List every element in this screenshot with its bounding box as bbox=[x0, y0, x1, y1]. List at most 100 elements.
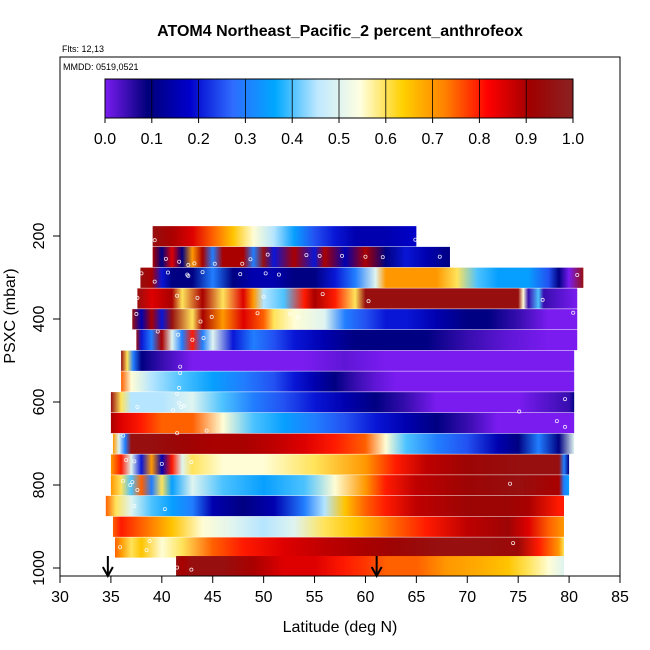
sample-point bbox=[554, 419, 559, 424]
sample-point bbox=[437, 254, 442, 259]
x-tick-label: 70 bbox=[458, 589, 476, 606]
sample-point bbox=[178, 364, 183, 369]
colorbar-tick-label: 0.8 bbox=[468, 131, 490, 148]
sample-point bbox=[178, 370, 183, 375]
sample-point bbox=[380, 255, 385, 260]
x-tick-label: 60 bbox=[357, 589, 375, 606]
sample-point bbox=[304, 253, 309, 258]
heatmap-band bbox=[110, 475, 570, 496]
sample-point bbox=[366, 299, 371, 304]
heatmap-band bbox=[152, 226, 417, 247]
sample-point bbox=[508, 481, 513, 486]
sample-point bbox=[175, 391, 180, 396]
sample-point bbox=[165, 270, 170, 275]
sample-point bbox=[124, 458, 129, 463]
sample-point bbox=[135, 487, 140, 492]
sample-point bbox=[320, 292, 325, 297]
colorbar-ticks: 0.0 0.1 0.2 0.3 0.4 0.5 0.6 0.7 0.8 0.9 1.0 bbox=[94, 118, 584, 148]
sample-point bbox=[135, 404, 140, 409]
sample-point bbox=[175, 293, 180, 298]
sample-point bbox=[296, 315, 301, 320]
sample-point bbox=[121, 478, 126, 483]
sample-point bbox=[132, 504, 137, 509]
arrow-head bbox=[101, 566, 114, 579]
sample-point bbox=[186, 263, 191, 268]
heatmap-band bbox=[110, 412, 575, 434]
sample-point bbox=[128, 482, 133, 487]
sample-point bbox=[189, 567, 194, 572]
heatmap-band bbox=[137, 288, 578, 309]
x-tick-label: 30 bbox=[51, 589, 69, 606]
heatmap-band bbox=[105, 495, 565, 517]
sample-point bbox=[204, 428, 209, 433]
colorbar-tick-label: 0.1 bbox=[141, 131, 163, 148]
sample-point bbox=[177, 259, 182, 264]
sample-point bbox=[552, 577, 555, 580]
dates-note: MMDD: 0519,0521 bbox=[63, 62, 139, 72]
sample-point bbox=[198, 319, 203, 324]
y-tick-label: 400 bbox=[31, 306, 48, 333]
sample-point bbox=[571, 310, 576, 315]
sample-point bbox=[209, 314, 214, 319]
colorbar-tick-label: 0.3 bbox=[234, 131, 256, 148]
sample-point bbox=[177, 400, 182, 405]
sample-point bbox=[540, 297, 545, 302]
x-tick-label: 35 bbox=[102, 589, 120, 606]
sample-point bbox=[248, 257, 253, 262]
sample-point bbox=[135, 295, 140, 300]
arrow-markers bbox=[101, 556, 383, 579]
sample-point bbox=[163, 256, 168, 261]
y-tick-label: 200 bbox=[31, 223, 48, 250]
colorbar-tick-label: 0.9 bbox=[515, 131, 537, 148]
sample-point bbox=[121, 433, 126, 438]
sample-point bbox=[152, 238, 157, 243]
y-tick-label: 600 bbox=[31, 389, 48, 416]
colorbar-tick-label: 1.0 bbox=[562, 131, 584, 148]
sample-point bbox=[179, 404, 184, 409]
sample-point bbox=[195, 295, 200, 300]
sample-point bbox=[171, 408, 176, 413]
colorbar-tick-label: 0.2 bbox=[187, 131, 209, 148]
heatmap-band bbox=[110, 392, 575, 413]
heatmap-band bbox=[152, 246, 450, 268]
sample-point bbox=[575, 273, 580, 278]
plot-frame bbox=[59, 56, 621, 577]
sample-point bbox=[263, 271, 268, 276]
heatmap-band bbox=[110, 454, 570, 475]
sample-point bbox=[317, 253, 322, 258]
y-axis: 200 400 600 800 1000 bbox=[31, 223, 60, 586]
sample-point bbox=[130, 480, 135, 485]
sample-point bbox=[152, 279, 157, 284]
sample-point bbox=[240, 261, 245, 266]
heatmap-band bbox=[132, 309, 578, 330]
y-tick-label: 800 bbox=[31, 472, 48, 499]
sample-points bbox=[115, 237, 580, 580]
heatmap-band bbox=[112, 516, 564, 537]
colorbar-tick-label: 0.0 bbox=[94, 131, 116, 148]
flights-note: Flts: 12,13 bbox=[62, 44, 104, 54]
sample-point bbox=[288, 311, 293, 316]
x-tick-label: 65 bbox=[407, 589, 425, 606]
heatmap-band bbox=[114, 537, 565, 558]
sample-point bbox=[200, 270, 205, 275]
x-tick-label: 45 bbox=[204, 589, 222, 606]
sample-point bbox=[261, 294, 266, 299]
sample-point bbox=[255, 311, 260, 316]
sample-point bbox=[162, 507, 167, 512]
arrow-head bbox=[370, 566, 383, 579]
colorbar-tick-label: 0.5 bbox=[328, 131, 350, 148]
sample-point bbox=[177, 385, 182, 390]
sample-point bbox=[144, 548, 149, 553]
sample-point bbox=[238, 272, 243, 277]
heatmap-band bbox=[112, 433, 575, 454]
sample-point bbox=[511, 541, 516, 546]
sample-point bbox=[131, 329, 136, 334]
colorbar-tick-label: 0.7 bbox=[421, 131, 443, 148]
sample-point bbox=[563, 397, 568, 402]
sample-point bbox=[201, 336, 206, 341]
sample-point bbox=[276, 272, 281, 277]
sample-point bbox=[340, 253, 345, 258]
sample-point bbox=[118, 545, 123, 550]
heatmap-band bbox=[140, 267, 584, 288]
